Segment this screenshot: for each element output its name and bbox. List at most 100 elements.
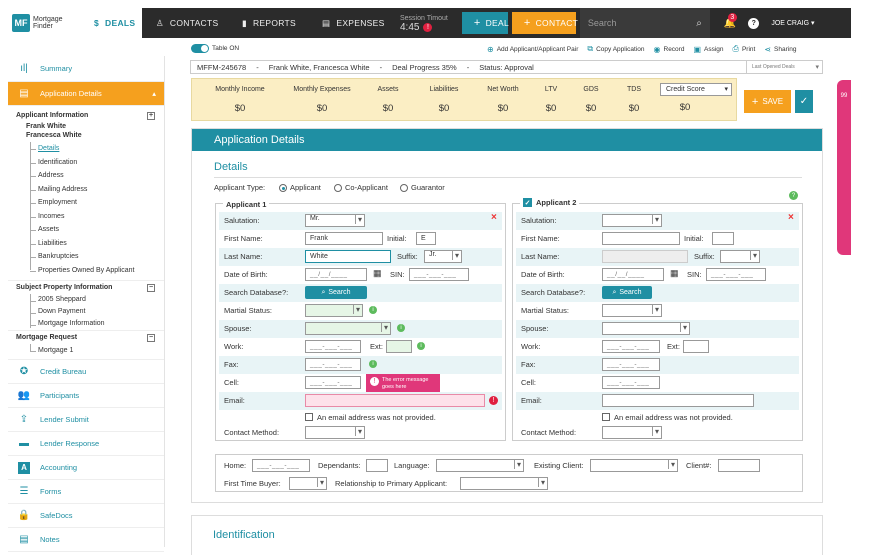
tree-item-identification[interactable]: Identification xyxy=(8,156,164,170)
marital-status-select[interactable] xyxy=(305,304,363,317)
record-button[interactable]: ◉ Record xyxy=(653,44,685,54)
expand-icon[interactable]: + xyxy=(147,112,155,120)
last-name-input-2[interactable] xyxy=(602,250,688,263)
last-opened-deals-select[interactable]: Last Opened Deals ▾ xyxy=(746,61,822,73)
tree-item-details[interactable]: Details xyxy=(8,142,164,156)
spouse-select-2[interactable] xyxy=(602,322,690,335)
calendar-icon[interactable]: ▦ xyxy=(670,268,679,278)
no-email-checkbox-2[interactable] xyxy=(602,413,610,421)
tree-item-mortgage-information[interactable]: Mortgage Information xyxy=(8,318,164,330)
last-name-input[interactable]: White xyxy=(305,250,391,263)
first-time-buyer-select[interactable] xyxy=(289,477,327,490)
fax-input[interactable]: ___-___-___ xyxy=(305,358,361,371)
sidebar-item-safedocs[interactable]: 🔒 SafeDocs xyxy=(8,504,164,528)
tree-applicant-name-2[interactable]: Francesca White xyxy=(26,132,82,139)
save-button[interactable]: + SAVE xyxy=(744,90,791,113)
radio-guarantor[interactable]: Guarantor xyxy=(400,183,445,193)
sharing-button[interactable]: ⋖ Sharing xyxy=(764,44,797,54)
ext-input-2[interactable] xyxy=(683,340,709,353)
dependants-input[interactable] xyxy=(366,459,388,472)
tab-expenses[interactable]: ▤ EXPENSES xyxy=(322,17,385,29)
info-icon[interactable]: i xyxy=(369,306,377,314)
existing-client-select[interactable] xyxy=(590,459,678,472)
add-applicant-button[interactable]: ⊕ Add Applicant/Applicant Pair xyxy=(487,44,579,54)
search-input[interactable]: Search ⌕ xyxy=(579,8,710,38)
initial-input[interactable]: E xyxy=(416,232,436,245)
tree-applicant-information[interactable]: Applicant Information xyxy=(16,112,89,119)
fax-input-2[interactable]: ___-___-___ xyxy=(602,358,660,371)
marital-status-select-2[interactable] xyxy=(602,304,662,317)
sidebar-item-lender-submit[interactable]: ⇪ Lender Submit xyxy=(8,408,164,432)
help-icon[interactable]: ? xyxy=(748,17,760,29)
salutation-select[interactable]: Mr. xyxy=(305,214,365,227)
applicant-2-checkbox[interactable]: ✓ xyxy=(523,198,532,207)
tree-item-properties[interactable]: Properties Owned By Applicant xyxy=(8,264,164,278)
sin-input[interactable]: ___-___-___ xyxy=(409,268,469,281)
tab-deals[interactable]: $ DEALS xyxy=(80,8,142,38)
info-icon[interactable]: i xyxy=(369,360,377,368)
copy-application-button[interactable]: ⧉ Copy Application xyxy=(587,44,645,53)
tree-item-assets[interactable]: Assets xyxy=(8,223,164,237)
dob-input-2[interactable]: __/__/____ xyxy=(602,268,664,281)
radio-applicant[interactable]: Applicant xyxy=(279,183,321,193)
remove-applicant-icon[interactable]: × xyxy=(788,212,794,223)
tree-mortgage-request[interactable]: Mortgage Request xyxy=(16,334,78,341)
radio-co-applicant[interactable]: Co-Applicant xyxy=(334,183,388,193)
notification-bell-icon[interactable]: 🔔 3 xyxy=(723,12,737,29)
assign-button[interactable]: ▣ Assign xyxy=(693,44,724,54)
sidebar-item-application-details[interactable]: ▤ Application Details ▴ xyxy=(8,82,164,106)
print-button[interactable]: ⎙ Print xyxy=(732,44,756,53)
sidebar-item-lender-response[interactable]: ▬ Lender Response xyxy=(8,432,164,456)
new-deal-button[interactable]: + DEAL xyxy=(461,12,509,34)
email-input-2[interactable] xyxy=(602,394,754,407)
suffix-select-2[interactable] xyxy=(720,250,760,263)
new-contact-button[interactable]: + CONTACT xyxy=(511,12,578,34)
tree-item-bankruptcies[interactable]: Bankruptcies xyxy=(8,250,164,264)
sidebar-item-summary[interactable]: ıl| Summary xyxy=(8,56,164,82)
dob-input[interactable]: __/__/____ xyxy=(305,268,367,281)
sidebar-item-accounting[interactable]: A Accounting xyxy=(8,456,164,480)
tree-item-employment[interactable]: Employment xyxy=(8,196,164,210)
table-toggle[interactable]: Table ON xyxy=(191,44,239,53)
search-database-button-2[interactable]: ⌕ Search xyxy=(602,286,652,299)
tree-item-mortgage-1[interactable]: Mortgage 1 xyxy=(8,344,164,357)
spouse-select[interactable] xyxy=(305,322,391,335)
sidebar-item-participants[interactable]: 👥 Participants xyxy=(8,384,164,408)
client-number-input[interactable] xyxy=(718,459,760,472)
email-input[interactable] xyxy=(305,394,485,407)
collapse-icon[interactable]: − xyxy=(147,284,155,292)
info-icon[interactable]: i xyxy=(397,324,405,332)
confirm-button[interactable]: ✓ xyxy=(795,90,813,113)
work-phone-input-2[interactable]: ___-___-___ xyxy=(602,340,660,353)
user-menu[interactable]: JOE CRAIG ▾ xyxy=(771,20,815,27)
tab-reports[interactable]: ▮ REPORTS xyxy=(242,17,297,29)
credit-score-select[interactable]: Credit Score ▾ xyxy=(660,83,732,96)
toggle-switch[interactable] xyxy=(191,44,209,53)
home-phone-input[interactable]: ___-___-___ xyxy=(252,459,310,472)
brand-logo[interactable]: MF Mortgage Finder xyxy=(8,8,80,38)
initial-input-2[interactable] xyxy=(712,232,734,245)
collapse-icon[interactable]: − xyxy=(147,334,155,342)
tree-item-down-payment[interactable]: Down Payment xyxy=(8,306,164,318)
sidebar-item-notes[interactable]: ▤ Notes xyxy=(8,528,164,552)
first-name-input[interactable]: Frank xyxy=(305,232,383,245)
side-tab-badge[interactable]: 99 xyxy=(837,80,851,255)
ext-input[interactable] xyxy=(386,340,412,353)
sidebar-item-credit-bureau[interactable]: ✪ Credit Bureau xyxy=(8,360,164,384)
tree-item-property[interactable]: 2005 Sheppard xyxy=(8,294,164,306)
first-name-input-2[interactable] xyxy=(602,232,680,245)
tree-item-incomes[interactable]: Incomes xyxy=(8,210,164,224)
suffix-select[interactable]: Jr. xyxy=(424,250,462,263)
sin-input-2[interactable]: ___-___-___ xyxy=(706,268,766,281)
work-phone-input[interactable]: ___-___-___ xyxy=(305,340,361,353)
sidebar-item-forms[interactable]: ☰ Forms xyxy=(8,480,164,504)
tree-item-address[interactable]: Address xyxy=(8,169,164,183)
search-database-button[interactable]: ⌕ Search xyxy=(305,286,367,299)
relationship-select[interactable] xyxy=(460,477,548,490)
info-icon[interactable]: i xyxy=(417,342,425,350)
tree-applicant-name-1[interactable]: Frank White xyxy=(26,123,67,130)
help-circle-icon[interactable]: ? xyxy=(789,191,798,200)
remove-applicant-icon[interactable]: × xyxy=(491,212,497,223)
tree-item-liabilities[interactable]: Liabilities xyxy=(8,237,164,251)
salutation-select-2[interactable] xyxy=(602,214,662,227)
